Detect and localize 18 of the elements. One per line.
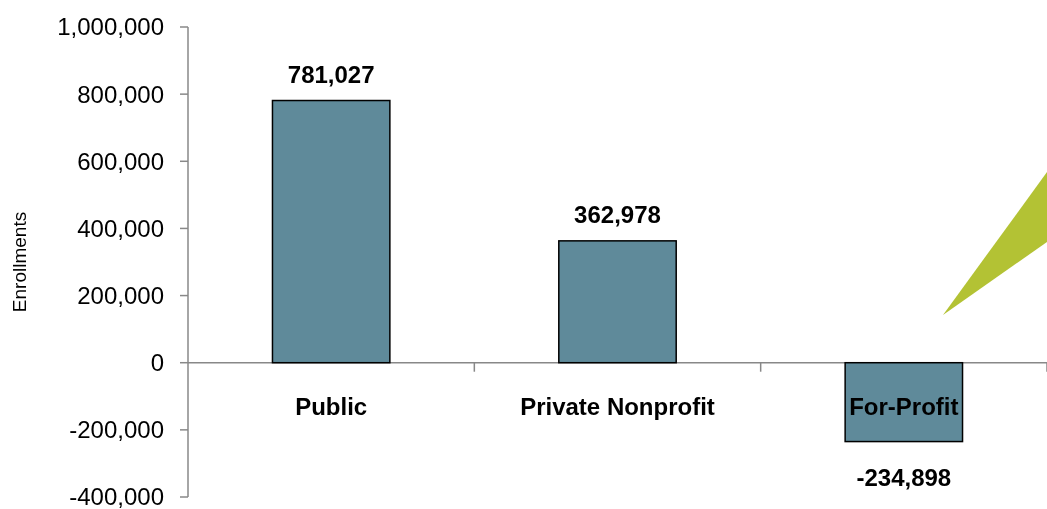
data-label: 781,027 (287, 60, 375, 88)
y-tick-label: 400,000 (77, 214, 164, 242)
y-axis-title: Enrollments (9, 211, 30, 313)
y-tick-label: 200,000 (77, 281, 164, 309)
y-tick-label: -200,000 (69, 416, 164, 444)
y-tick-label: 1,000,000 (57, 13, 164, 41)
data-label: 362,978 (574, 200, 661, 228)
data-label: -234,898 (856, 463, 952, 491)
y-tick-label: 600,000 (77, 147, 164, 175)
x-tick-label: Public (295, 392, 368, 420)
y-tick-label: 0 (150, 349, 164, 377)
bar (844, 361, 964, 443)
y-tick-label: -400,000 (69, 483, 164, 509)
y-tick-label: 800,000 (77, 80, 164, 108)
bar (558, 240, 677, 364)
x-tick-label: Private Nonprofit (520, 392, 715, 420)
x-tick-label: For-Profit (849, 392, 959, 420)
bar (271, 99, 391, 364)
